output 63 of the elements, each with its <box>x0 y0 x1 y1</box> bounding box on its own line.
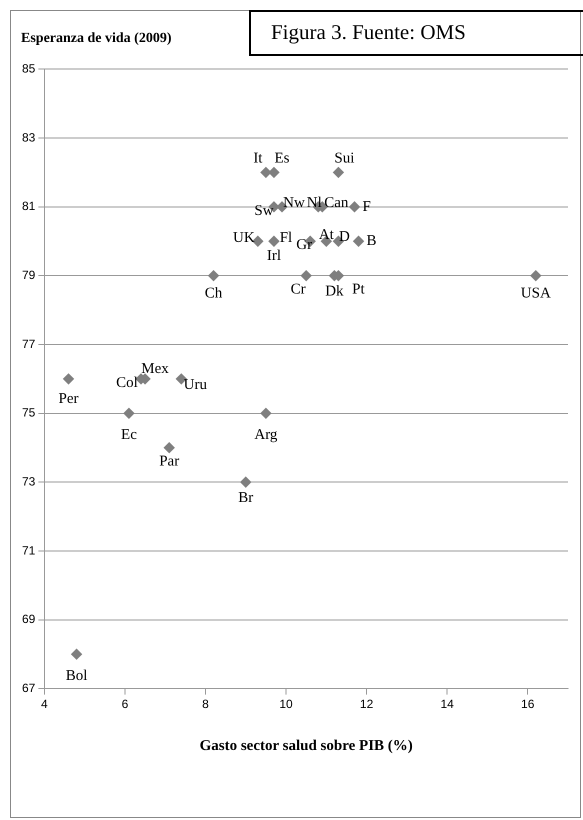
annotation: Gr <box>296 237 312 254</box>
point <box>260 408 272 419</box>
annotation: Nw <box>283 194 305 211</box>
y-tick-label: 71 <box>22 543 36 558</box>
annotation: D <box>338 229 350 246</box>
point <box>208 270 220 282</box>
point <box>530 270 542 282</box>
annotation: Fl <box>280 230 292 246</box>
y-tick-label: 69 <box>22 612 36 626</box>
point <box>71 648 82 660</box>
annotation: Sw <box>254 202 274 219</box>
point <box>123 408 134 419</box>
point <box>332 166 344 178</box>
y-tick-label: 79 <box>22 268 36 282</box>
y-tick-label: 81 <box>22 199 36 214</box>
annotation: UK <box>233 230 255 246</box>
point <box>300 270 312 282</box>
annotation: Cr <box>290 282 306 298</box>
annotation: Per <box>58 390 79 407</box>
y-tick-label: 77 <box>22 336 36 351</box>
annotation: Uru <box>184 376 208 393</box>
y-tick-label: 85 <box>22 62 36 76</box>
annotation: USA <box>520 286 551 302</box>
annotation: Col <box>116 374 138 391</box>
x-tick-label: 14 <box>440 697 454 712</box>
annotation: Par <box>159 454 180 470</box>
y-tick-label: 75 <box>22 406 36 420</box>
x-tick-label: 4 <box>41 697 48 712</box>
point <box>349 201 360 212</box>
y-tick-label: 83 <box>22 130 36 144</box>
point <box>260 166 272 178</box>
annotation: Bol <box>66 668 88 684</box>
y-tick-label: 67 <box>22 680 36 695</box>
x-tick-label: 10 <box>279 697 294 712</box>
point <box>63 373 74 384</box>
point <box>240 476 252 488</box>
annotation: Irl <box>266 248 282 264</box>
x-axis-title: Gasto sector salud sobre PIB (%) <box>200 738 413 754</box>
annotation: Ch <box>204 286 223 302</box>
annotation: Br <box>238 490 254 506</box>
annotation: Mex <box>141 360 170 377</box>
annotation: Dk <box>325 284 344 300</box>
point <box>268 236 280 247</box>
point <box>164 442 175 454</box>
annotation: Pt <box>352 282 366 298</box>
x-tick-label: 16 <box>521 697 535 712</box>
point <box>353 236 364 247</box>
x-tick-label: 6 <box>122 697 129 712</box>
x-tick-label: 12 <box>360 697 374 712</box>
x-tick-label: 8 <box>202 697 210 712</box>
annotation: Arg <box>254 427 278 444</box>
annotation: It <box>253 150 264 166</box>
annotation: Es <box>274 150 290 166</box>
y-axis-title: Esperanza de vida (2009) <box>21 31 172 47</box>
annotation: F <box>362 198 371 215</box>
annotation: Ec <box>121 427 138 444</box>
annotation: Can <box>324 194 349 211</box>
annotation: Sui <box>334 150 354 166</box>
y-tick-label: 73 <box>22 474 36 488</box>
text: Figura 3. Fuente: OMS <box>249 10 583 56</box>
annotation: At <box>318 227 335 244</box>
annotation: Nl <box>306 194 322 211</box>
annotation: B <box>366 233 377 250</box>
